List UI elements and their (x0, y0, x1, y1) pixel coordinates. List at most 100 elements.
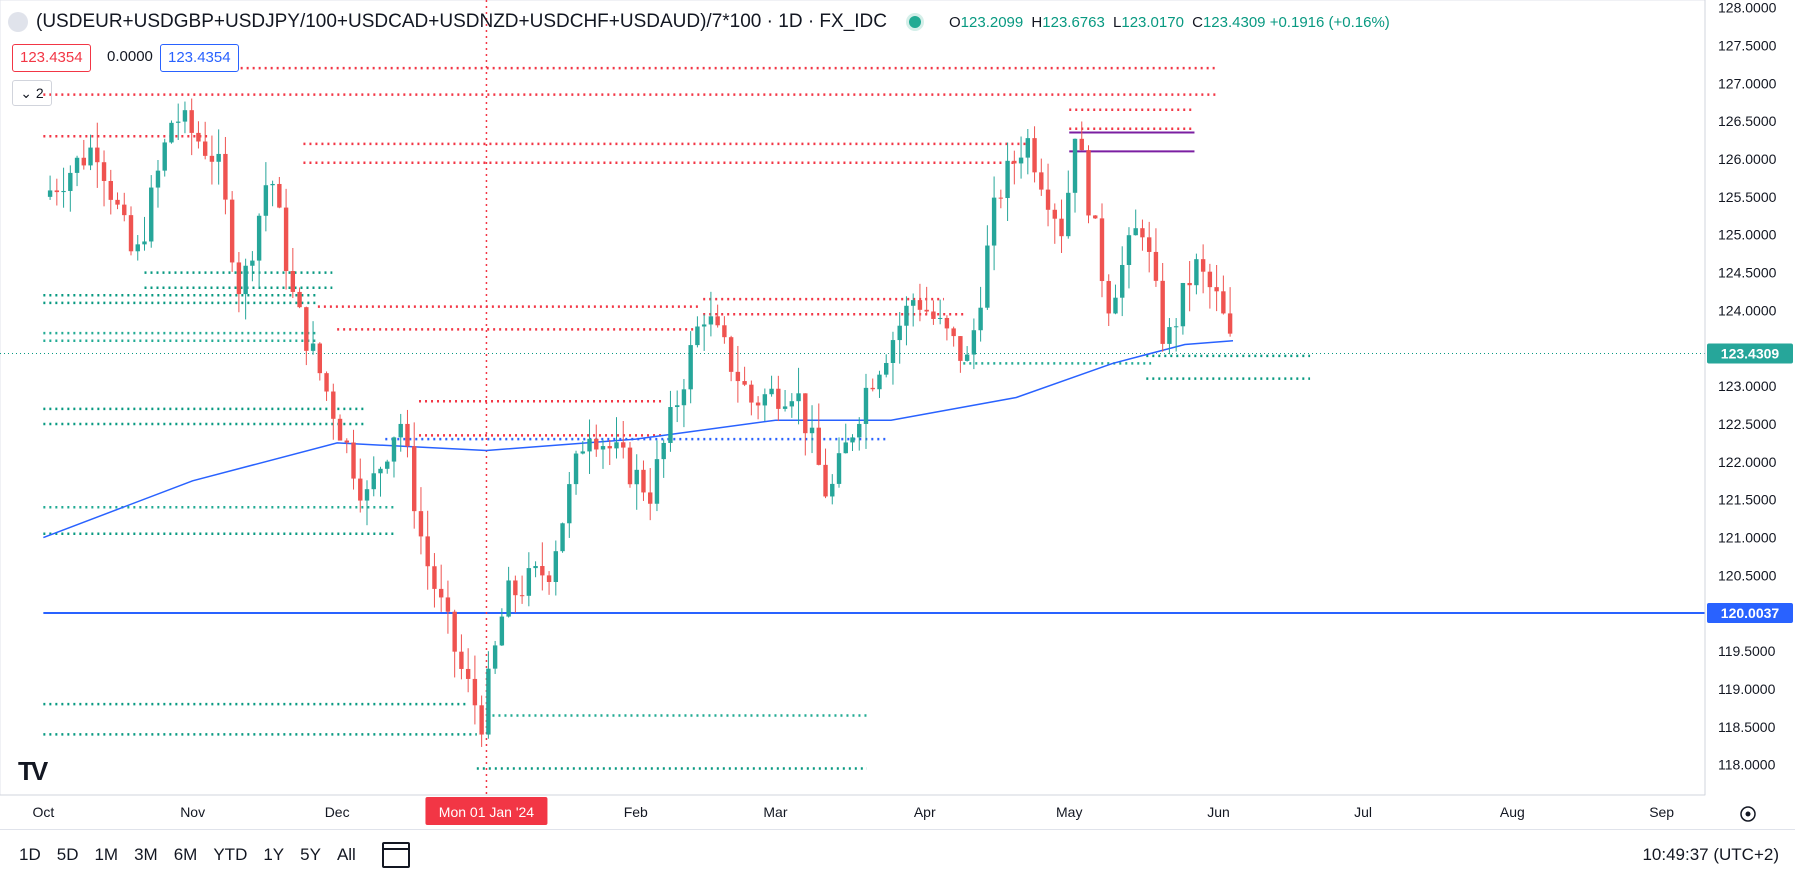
y-tick-12: 122.0000 (1718, 454, 1777, 470)
candle-body-119 (850, 437, 855, 443)
candle-body-158 (1113, 297, 1118, 314)
candle-body-49 (378, 468, 383, 474)
candle-body-128 (910, 300, 916, 306)
buy-price-badge[interactable]: 123.4354 (160, 44, 239, 72)
candle-body-27 (229, 199, 235, 263)
horizontal-line-label-box (1707, 603, 1793, 624)
timeframe-all[interactable]: All (336, 845, 356, 864)
candle-body-112 (803, 393, 808, 434)
candle-body-103 (742, 381, 747, 385)
y-tick-15: 120.5000 (1718, 567, 1777, 583)
candle-body-23 (202, 141, 208, 156)
candle-body-92 (668, 407, 673, 443)
grid (0, 0, 1706, 796)
candle-body-93 (674, 405, 680, 408)
indicators-collapse-button[interactable]: ⌄ 2 (12, 80, 52, 106)
candle-body-91 (661, 442, 666, 460)
candle-body-115 (823, 464, 828, 497)
y-tick-19: 118.5000 (1718, 719, 1776, 735)
timeframe-5y[interactable]: 5Y (300, 845, 321, 864)
candle-body-143 (1012, 160, 1017, 164)
candle-body-169 (1187, 282, 1192, 286)
candle-body-66 (492, 645, 498, 669)
crosshair-date-badge (425, 797, 548, 825)
candle-body-72 (533, 566, 538, 569)
y-tick-17: 119.5000 (1718, 643, 1776, 659)
candle-body-26 (223, 153, 228, 200)
x-tick-10: Aug (1500, 804, 1525, 820)
chart-header: (USDEUR+USDGBP+USDJPY/100+USDCAD+USDNZD+… (8, 10, 1390, 34)
candle-body-18 (169, 122, 174, 143)
timeframe-ytd[interactable]: YTD (213, 845, 248, 864)
symbol-title[interactable]: (USDEUR+USDGBP+USDJPY/100+USDCAD+USDNZD+… (36, 11, 887, 32)
candle-body-142 (1005, 160, 1010, 199)
candle-body-6 (88, 147, 93, 166)
candle-body-157 (1106, 281, 1111, 314)
candle-body-35 (283, 207, 289, 272)
sell-price-badge[interactable]: 123.4354 (12, 44, 91, 72)
timeframe-3m[interactable]: 3M (134, 845, 158, 864)
candle-body-172 (1207, 271, 1213, 288)
candle-body-56 (425, 536, 430, 567)
candle-body-46 (358, 478, 363, 501)
candle-body-161 (1133, 228, 1138, 236)
candle-body-69 (513, 580, 518, 596)
candle-body-127 (904, 305, 909, 326)
candle-body-52 (398, 423, 403, 438)
candle-body-104 (749, 384, 754, 403)
candle-body-106 (762, 394, 768, 406)
candle-body-116 (830, 483, 835, 497)
ohlc-values: O123.2099 H123.6763 L123.0170 C123.4309 … (949, 13, 1390, 31)
candle-body-145 (1025, 138, 1031, 158)
candle-body-132 (937, 317, 943, 319)
calendar-icon[interactable] (381, 842, 410, 868)
candle-body-4 (74, 157, 80, 173)
timeframe-6m[interactable]: 6M (173, 845, 198, 864)
timeframe-1y[interactable]: 1Y (263, 845, 285, 864)
y-tick-10: 123.0000 (1718, 378, 1777, 394)
last-price-label: 123.4309 (1721, 346, 1780, 362)
x-tick-8: Jun (1207, 804, 1230, 820)
candle-body-83 (607, 446, 612, 449)
candle-body-164 (1153, 251, 1159, 281)
candle-body-107 (769, 388, 774, 395)
candle-body-33 (270, 183, 275, 186)
candle-body-36 (290, 271, 296, 292)
candle-body-155 (1093, 215, 1098, 219)
candle-body-105 (755, 402, 761, 406)
candle-body-120 (857, 423, 862, 438)
timeframe-toolbar: 1D 5D 1M 3M 6M YTD 1Y 5Y All 10:49:37 (U… (0, 829, 1795, 880)
candle-body-37 (297, 291, 302, 308)
candle-body-126 (897, 325, 902, 341)
candle-body-64 (479, 705, 484, 735)
candle-body-60 (452, 611, 457, 652)
candle-body-29 (243, 265, 248, 295)
clock[interactable]: 10:49:37 (UTC+2) (1642, 845, 1779, 864)
candle-body-0 (47, 190, 53, 197)
timeframe-1d[interactable]: 1D (19, 845, 41, 864)
candle-body-8 (101, 162, 107, 182)
timeframe-5d[interactable]: 5D (56, 845, 79, 864)
candle-body-153 (1079, 138, 1084, 151)
candles (47, 98, 1233, 747)
candle-body-111 (796, 393, 801, 402)
candle-body-21 (189, 110, 194, 133)
candle-body-43 (337, 418, 343, 441)
candle-body-5 (81, 157, 87, 166)
candle-body-62 (465, 668, 471, 679)
candle-body-163 (1146, 237, 1152, 252)
candle-body-38 (304, 307, 309, 351)
candle-body-95 (688, 345, 693, 390)
candle-body-57 (432, 566, 437, 589)
candle-body-2 (61, 190, 66, 193)
candle-body-168 (1180, 282, 1186, 327)
timeframe-1m[interactable]: 1M (94, 845, 119, 864)
candle-body-140 (991, 197, 997, 246)
candle-body-113 (809, 427, 815, 434)
candle-body-16 (155, 170, 161, 188)
candle-body-98 (708, 316, 714, 325)
chevron-down-icon: ⌄ (20, 85, 33, 101)
moving-average (43, 339, 1234, 539)
candle-body-100 (722, 325, 727, 338)
